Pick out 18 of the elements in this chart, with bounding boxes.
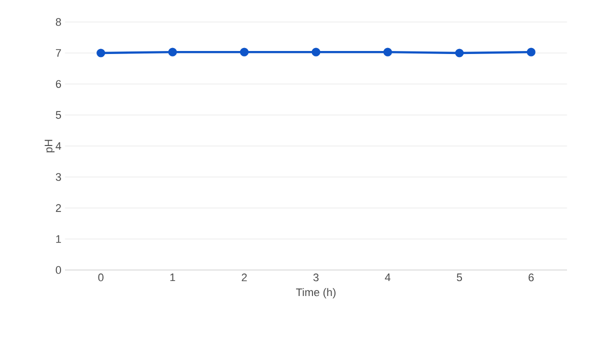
y-tick-label: 4 — [56, 142, 62, 150]
y-axis-title: pH — [44, 140, 55, 152]
x-tick-label: 5 — [456, 274, 462, 282]
y-tick-label: 3 — [56, 173, 61, 181]
x-tick-label: 0 — [98, 274, 104, 282]
y-tick-label: 1 — [56, 235, 61, 243]
y-tick-label: 6 — [56, 80, 61, 88]
x-tick-label: 6 — [528, 274, 534, 282]
y-tick-label: 0 — [56, 266, 62, 274]
x-tick-label: 1 — [170, 274, 176, 282]
x-tick-label: 3 — [313, 274, 319, 282]
y-tick-label: 2 — [56, 204, 61, 212]
x-tick-label: 2 — [242, 274, 247, 282]
y-tick-label: 7 — [56, 49, 61, 57]
y-tick-label: 8 — [56, 18, 61, 26]
x-axis-title: Time (h) — [296, 288, 336, 298]
y-tick-label: 5 — [56, 111, 62, 119]
x-tick-label: 4 — [384, 274, 390, 282]
